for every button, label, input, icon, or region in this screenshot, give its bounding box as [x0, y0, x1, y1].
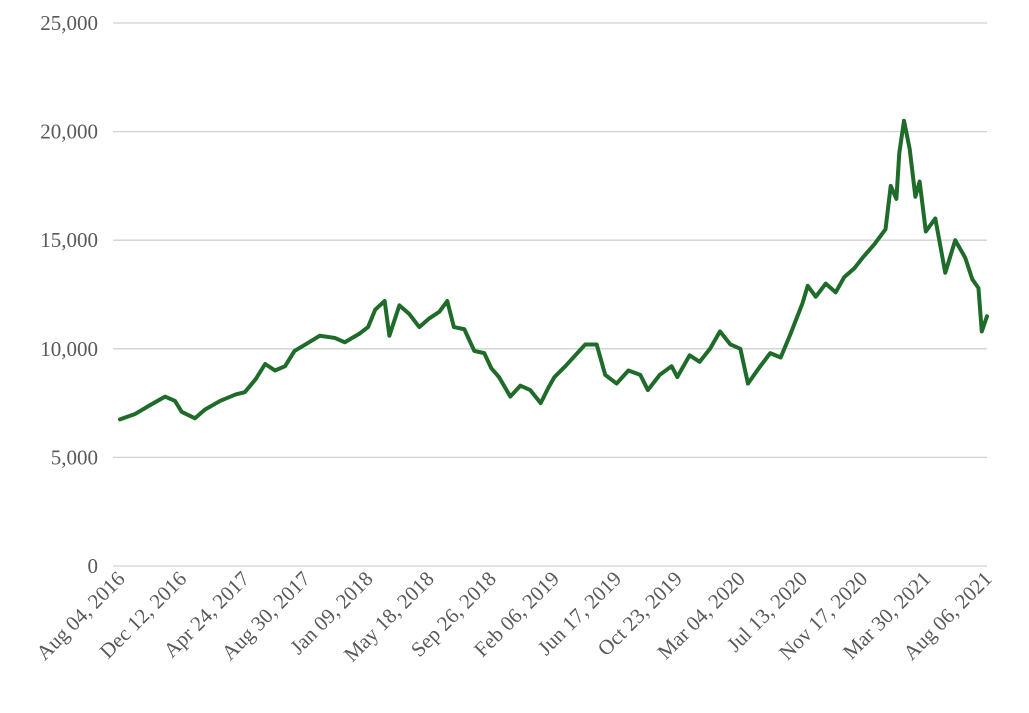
y-tick-label: 5,000	[51, 445, 98, 469]
y-tick-label: 10,000	[40, 337, 98, 361]
y-tick-label: 20,000	[40, 120, 98, 144]
line-series	[118, 118, 989, 422]
y-tick-label: 0	[88, 554, 99, 578]
y-tick-label: 25,000	[40, 11, 98, 35]
y-tick-label: 15,000	[40, 228, 98, 252]
